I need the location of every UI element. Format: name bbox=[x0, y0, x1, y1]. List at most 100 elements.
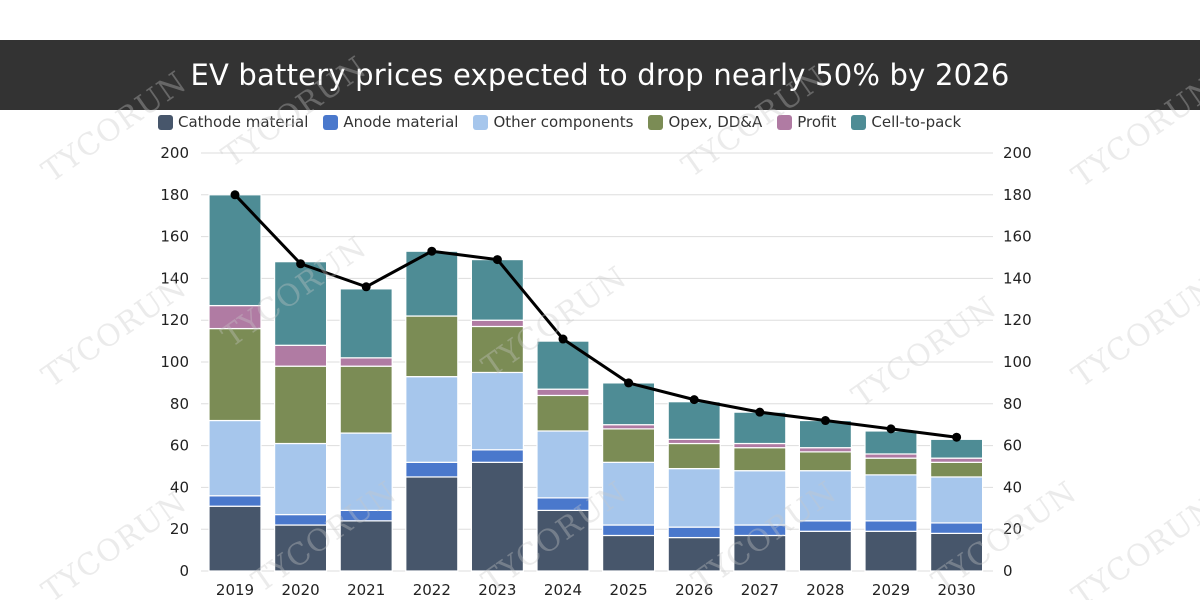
bar-segment bbox=[405, 461, 459, 478]
y-tick-label-left: 140 bbox=[160, 269, 189, 287]
bar-segment bbox=[208, 327, 262, 422]
legend-label: Cathode material bbox=[178, 113, 309, 131]
legend-item: Cell-to-pack bbox=[851, 113, 961, 131]
legend-swatch bbox=[851, 114, 867, 130]
legend-item: Opex, DD&A bbox=[648, 113, 762, 131]
bars: 2019 2020 2021 2022 2023 2024 2025 2026 2027 2028… bbox=[208, 194, 984, 599]
watermark: TYCORUN bbox=[1066, 270, 1200, 395]
line-point bbox=[427, 246, 437, 256]
legend-label: Opex, DD&A bbox=[668, 113, 763, 131]
bar-segment bbox=[864, 530, 918, 572]
chart-legend: Cathode material Anode material Other comp… bbox=[158, 111, 961, 133]
watermark: TYCORUN bbox=[36, 485, 194, 600]
bar-segment bbox=[339, 357, 393, 367]
x-tick-label: 2025 bbox=[610, 581, 648, 599]
bar-segment bbox=[274, 524, 328, 572]
x-tick-label: 2027 bbox=[741, 581, 779, 599]
x-tick-label: 2021 bbox=[347, 581, 385, 599]
x-tick-label: 2026 bbox=[675, 581, 713, 599]
bar-segment bbox=[929, 438, 984, 459]
legend-item: Profit bbox=[777, 113, 836, 131]
y-tick-label-right: 40 bbox=[1003, 478, 1022, 496]
y-tick-label-left: 80 bbox=[170, 395, 189, 413]
legend-swatch bbox=[323, 114, 339, 130]
line-point bbox=[230, 190, 240, 200]
line-point bbox=[492, 255, 502, 265]
total-price-line bbox=[230, 190, 962, 442]
y-tick-label-right: 200 bbox=[1003, 144, 1032, 162]
bar-segment bbox=[339, 432, 393, 511]
bar-segment bbox=[864, 457, 918, 476]
chart-title: EV battery prices expected to drop nearl… bbox=[190, 58, 1010, 92]
y-tick-label-right: 180 bbox=[1003, 186, 1032, 204]
line-point bbox=[755, 407, 765, 417]
legend-label: Anode material bbox=[343, 113, 459, 131]
bar-segment bbox=[667, 536, 721, 572]
y-tick-label-right: 140 bbox=[1003, 269, 1032, 287]
bar-segment bbox=[601, 534, 656, 572]
watermark: TYCORUN bbox=[676, 60, 834, 185]
gridlines bbox=[201, 152, 993, 572]
bar-segment bbox=[274, 261, 328, 346]
y-tick-label-right: 100 bbox=[1003, 353, 1032, 371]
bar-segment bbox=[667, 526, 721, 539]
y-tick-label-left: 120 bbox=[160, 311, 189, 329]
bar-segment bbox=[536, 394, 590, 432]
x-tick-label: 2020 bbox=[282, 581, 320, 599]
x-tick-label: 2024 bbox=[544, 581, 582, 599]
bar-segment bbox=[470, 461, 524, 572]
bar-segment bbox=[733, 447, 787, 472]
y-tick-label-left: 0 bbox=[179, 562, 189, 580]
y-tick-label-right: 160 bbox=[1003, 228, 1032, 246]
y-tick-label-left: 40 bbox=[170, 478, 189, 496]
bar-segment bbox=[667, 467, 721, 528]
legend-item: Other components bbox=[473, 113, 633, 131]
bar-segment bbox=[470, 325, 524, 374]
line-point bbox=[296, 259, 306, 269]
y-tick-label-right: 60 bbox=[1003, 437, 1022, 455]
bar-segment bbox=[733, 411, 787, 445]
y-tick-label-right: 80 bbox=[1003, 395, 1022, 413]
bar-segment bbox=[405, 315, 459, 378]
bar-segment bbox=[470, 371, 524, 451]
bar-segment bbox=[470, 258, 524, 321]
bar-segment bbox=[536, 388, 590, 397]
bar-segment bbox=[208, 194, 262, 307]
bar-segment bbox=[274, 344, 328, 367]
x-tick-label: 2023 bbox=[478, 581, 516, 599]
bar-segment bbox=[405, 376, 459, 463]
y-axis-ticks: 0 0 20 20 40 40 60 60 80 80 100 100 120 120 140 140 160 1… bbox=[160, 144, 1031, 580]
watermark: TYCORUN bbox=[1066, 490, 1200, 600]
bar-segment bbox=[798, 447, 853, 453]
y-tick-label-left: 180 bbox=[160, 186, 189, 204]
bar-segment bbox=[208, 505, 262, 572]
y-tick-label-left: 160 bbox=[160, 228, 189, 246]
x-tick-label: 2019 bbox=[216, 581, 254, 599]
y-tick-label-left: 200 bbox=[160, 144, 189, 162]
line-point bbox=[689, 395, 699, 405]
bar-segment bbox=[864, 453, 918, 459]
bar-segment bbox=[601, 382, 656, 426]
bar-segment bbox=[929, 532, 984, 572]
watermark: TYCORUN bbox=[1066, 70, 1200, 195]
bar-segment bbox=[733, 534, 787, 572]
bar-segment bbox=[667, 401, 721, 440]
bar-segment bbox=[339, 288, 393, 359]
bar-segment bbox=[667, 442, 721, 470]
x-tick-label: 2029 bbox=[872, 581, 910, 599]
bar-segment bbox=[798, 451, 853, 472]
bar-segment bbox=[601, 524, 656, 537]
legend-swatch bbox=[648, 114, 664, 130]
y-tick-label-left: 100 bbox=[160, 353, 189, 371]
bar-segment bbox=[339, 365, 393, 434]
y-tick-label-right: 20 bbox=[1003, 520, 1022, 538]
bar-segment bbox=[208, 495, 262, 507]
bar-segment bbox=[864, 474, 918, 522]
bar-segment bbox=[929, 457, 984, 463]
y-tick-label-left: 20 bbox=[170, 520, 189, 538]
watermark: TYCORUN bbox=[36, 270, 194, 395]
legend-label: Other components bbox=[493, 113, 634, 131]
bar-segment bbox=[536, 430, 590, 499]
bar-segment bbox=[733, 442, 787, 449]
